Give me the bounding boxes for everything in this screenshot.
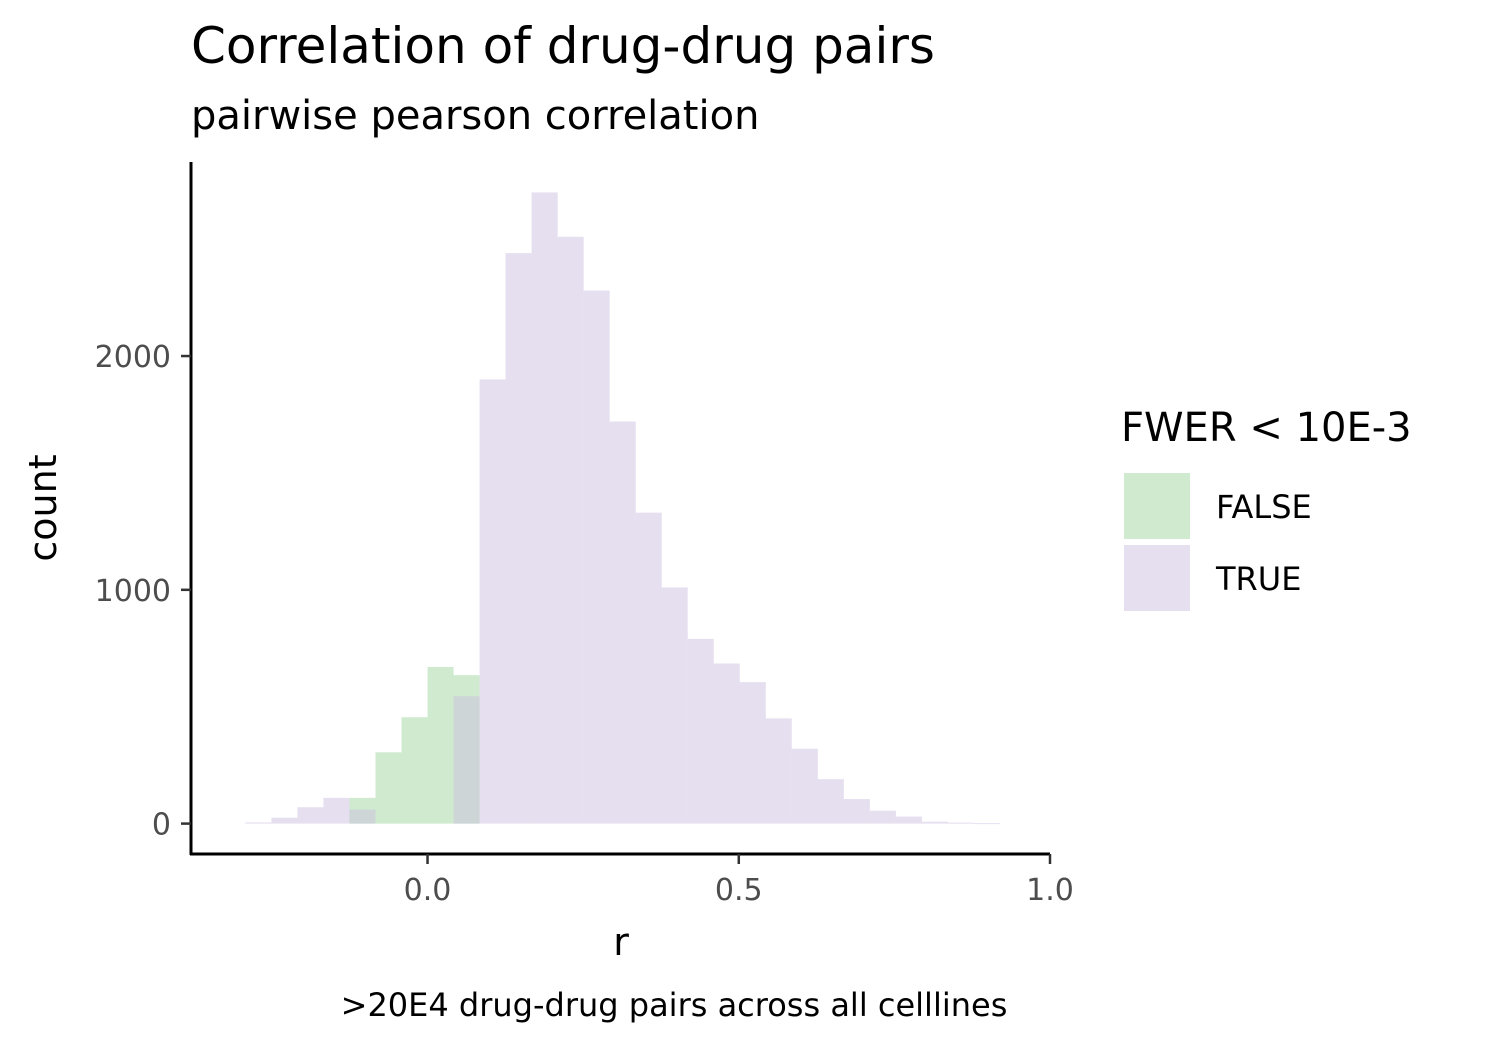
- histogram-bar: [869, 810, 896, 824]
- histogram-bar: [297, 807, 324, 824]
- x-axis-title: r: [613, 920, 629, 964]
- histogram-bar: [479, 379, 506, 824]
- y-ticks-layer: 0 1000 2000: [95, 340, 191, 843]
- histogram-bar: [427, 666, 454, 824]
- chart-subtitle: pairwise pearson correlation: [191, 93, 759, 139]
- histogram-bar: [271, 817, 298, 824]
- histogram-bar: [739, 682, 766, 824]
- histogram-bar: [531, 192, 558, 824]
- histogram-bar: [921, 821, 948, 824]
- histogram-bar: [765, 718, 792, 824]
- histogram-bar: [323, 797, 350, 824]
- histogram-bar: [349, 809, 376, 824]
- histogram-bar: [713, 663, 740, 824]
- x-tick-label: 1.0: [1026, 873, 1074, 908]
- histogram-bar: [375, 752, 402, 824]
- chart-title: Correlation of drug-drug pairs: [191, 17, 935, 75]
- y-tick-label: 0: [152, 808, 171, 843]
- histogram-bar: [947, 822, 974, 824]
- x-tick-label: 0.5: [715, 873, 763, 908]
- histogram-bar: [505, 253, 532, 824]
- legend: FWER < 10E-3 FALSE TRUE: [1121, 405, 1412, 611]
- legend-label-true: TRUE: [1215, 560, 1301, 598]
- histogram-bar: [583, 290, 610, 824]
- y-axis-title: count: [21, 454, 65, 561]
- histogram-bar: [661, 587, 688, 824]
- x-tick-label: 0.0: [404, 873, 452, 908]
- histogram-bar: [791, 748, 818, 824]
- histogram-bar: [609, 421, 636, 824]
- histogram-bar: [401, 717, 428, 824]
- legend-title: FWER < 10E-3: [1121, 405, 1412, 451]
- histogram-bar: [895, 816, 922, 824]
- histogram-bar: [973, 823, 1000, 825]
- y-tick-label: 1000: [95, 574, 171, 609]
- histogram-bar: [557, 236, 584, 824]
- histogram-bar: [843, 799, 870, 824]
- bars-layer: [245, 192, 1000, 825]
- histogram-bar: [817, 779, 844, 824]
- x-ticks-layer: 0.0 0.5 1.0: [404, 854, 1074, 908]
- series-true: [245, 192, 1000, 825]
- y-tick-label: 2000: [95, 340, 171, 375]
- legend-swatch-false: [1124, 473, 1190, 539]
- histogram-bar: [453, 696, 480, 824]
- legend-swatch-true: [1124, 545, 1190, 611]
- histogram-bar: [687, 638, 714, 824]
- histogram-bar: [245, 822, 272, 824]
- histogram-bar: [635, 512, 662, 824]
- chart-caption: >20E4 drug-drug pairs across all celllin…: [341, 986, 1008, 1024]
- legend-label-false: FALSE: [1216, 488, 1312, 526]
